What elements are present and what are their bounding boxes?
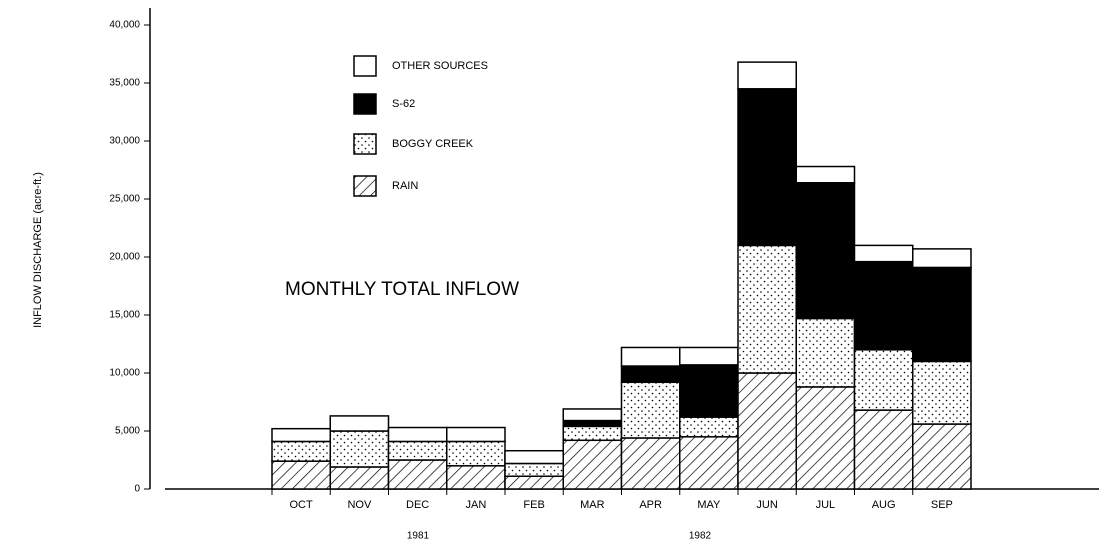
bar-segment [853,349,914,411]
y-tick-label: 15,000 [109,310,140,321]
bar-segment [679,436,739,490]
y-tick-label: 40,000 [109,20,140,31]
legend-label: RAIN [392,180,418,192]
legend-swatch [353,133,377,155]
bar-segment [271,460,331,490]
bar-segment [620,346,681,367]
x-tick-label: MAR [580,499,605,511]
y-axis-label: INFLOW DISCHARGE (acre-ft.) [32,172,44,328]
legend-swatch [353,55,377,77]
bar-segment [504,462,564,477]
bar-segment [329,430,390,468]
bar-segment [562,439,623,490]
x-tick-label: AUG [872,499,896,511]
bar-segment [446,465,506,490]
bar-segment [912,360,972,425]
y-tick-label: 25,000 [109,194,140,205]
bar-segment [562,408,623,422]
x-tick-label: FEB [523,499,544,511]
bar-segment [387,440,448,461]
bar-segment [853,409,914,490]
bar-segment [912,248,972,269]
legend-swatch [353,175,377,197]
y-tick-label: 20,000 [109,252,140,263]
bar-segment [795,165,856,184]
bar-segment [446,426,506,443]
bar-segment [387,459,448,490]
bar-segment [562,425,623,442]
x-tick-label: JAN [465,499,486,511]
bar-segment [679,346,739,366]
bar-segment [912,423,972,490]
x-tick-label: MAY [697,499,721,511]
bar-segment [562,419,623,428]
y-tick-label: 30,000 [109,136,140,147]
bar-segment [853,260,914,351]
x-tick-label: OCT [290,499,314,511]
x-tick-label: NOV [347,499,372,511]
x-tick-label: JUL [816,499,836,511]
x-tick-label: DEC [406,499,429,511]
bar-segment [620,365,681,384]
bar-segment [271,440,331,462]
chart-title: MONTHLY TOTAL INFLOW [285,279,519,300]
y-tick-label: 5,000 [115,426,140,437]
bar-segment [387,426,448,443]
x-tick-label: JUN [756,499,777,511]
bar-segment [737,61,797,90]
bar-segment [504,475,564,490]
legend-label: OTHER SOURCES [392,60,488,72]
bar-segment [737,244,797,374]
bar-segment [737,372,797,490]
bar-segment [329,415,390,432]
bar-segment [271,427,331,443]
bar-segment [737,88,797,247]
y-tick-label: 10,000 [109,368,140,379]
bar-segment [504,449,564,465]
x-tick-label: APR [639,499,662,511]
bar-segment [679,416,739,438]
legend-label: S-62 [392,98,415,110]
bar-segment [853,244,914,263]
group-label: 1982 [689,531,712,542]
bar-segment [912,266,972,363]
legend-label: BOGGY CREEK [392,138,474,150]
bar-segment [795,317,856,388]
bar-segment [329,466,390,490]
legend-swatch [353,93,377,115]
y-tick-label: 0 [134,484,140,495]
bar-segment [679,364,739,418]
bar-segment [446,440,506,467]
bar-segment [795,386,856,490]
bar-segment [620,381,681,439]
x-tick-label: SEP [931,499,953,511]
y-tick-label: 35,000 [109,78,140,89]
group-label: 1981 [407,531,430,542]
bar-segment [795,182,856,320]
bar-segment [620,437,681,490]
